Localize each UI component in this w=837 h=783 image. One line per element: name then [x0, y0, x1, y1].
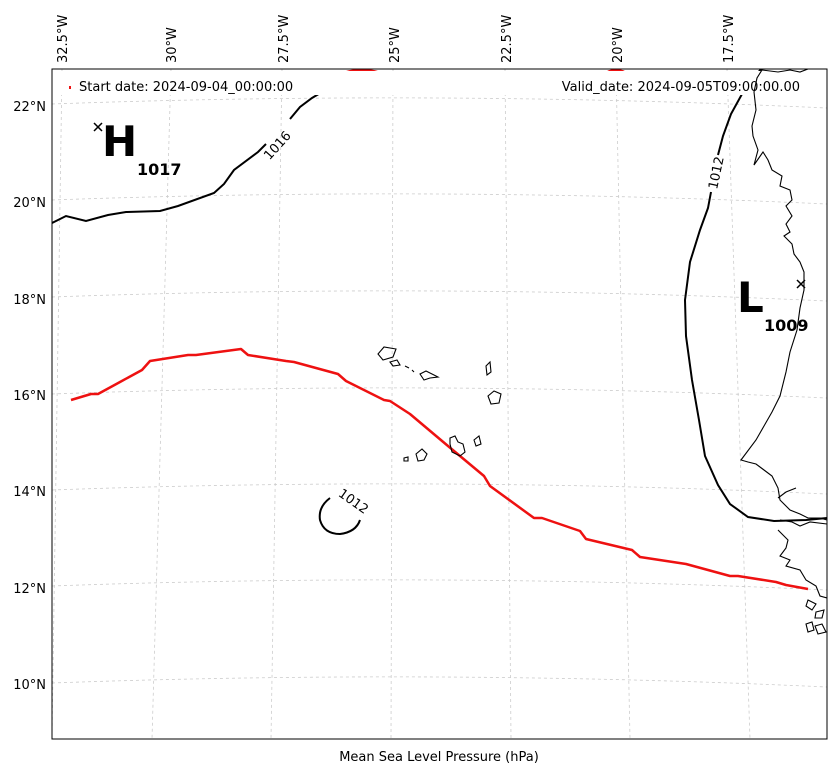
parallel-18: [52, 290, 827, 302]
island-santiago: [449, 435, 466, 457]
island-maio: [473, 435, 482, 447]
parallel-16: [52, 387, 827, 399]
island-brava: [403, 456, 409, 462]
lon-tick-label: 25°W: [388, 27, 403, 63]
lat-tick-label: 12°N: [13, 582, 46, 597]
lon-tick-label: 22.5°W: [500, 15, 515, 63]
parallel-22: [52, 97, 827, 109]
graticule: [52, 69, 827, 739]
lon-tick-labels: 32.5°W 30°W 27.5°W 25°W 22.5°W 20°W 17.5…: [56, 15, 737, 63]
isobar-1012-small: [318, 497, 361, 536]
lon-tick-label: 32.5°W: [56, 15, 71, 63]
meridian-20: [615, 69, 631, 739]
map-xlabel: Mean Sea Level Pressure (hPa): [339, 750, 539, 765]
island-sao-vicente: [389, 359, 401, 367]
meridian-25: [390, 69, 394, 739]
island-santa-luzia: [404, 365, 415, 373]
island-boa-vista: [487, 390, 502, 405]
lon-tick-label: 17.5°W: [722, 15, 737, 63]
island-fogo: [415, 448, 428, 462]
island-bissagos: [805, 599, 827, 635]
lat-tick-label: 10°N: [13, 678, 46, 693]
coastline-guinea: [777, 487, 827, 599]
island-sal: [485, 360, 492, 377]
coastline-west-africa: [740, 69, 827, 521]
lon-tick-label: 20°W: [611, 27, 626, 63]
high-center-marker: [93, 122, 103, 132]
low-pressure-center: L 1009: [737, 273, 809, 335]
storm-track: [70, 347, 809, 591]
lat-tick-label: 16°N: [13, 389, 46, 404]
map-plot-area: [52, 69, 827, 739]
legend-start-date: Start date: 2024-09-04_00:00:00: [79, 80, 293, 95]
high-value: 1017: [137, 160, 182, 179]
low-value: 1009: [764, 316, 809, 335]
island-santo-antao: [377, 346, 397, 361]
parallel-10: [52, 676, 827, 688]
parallel-20: [52, 193, 827, 205]
low-letter: L: [737, 273, 764, 322]
lat-tick-label: 22°N: [13, 100, 46, 115]
island-sao-nicolau: [419, 370, 440, 381]
contour-label-1012-east: 1012: [706, 155, 728, 190]
legend-box: [56, 71, 811, 95]
meridian-17-5: [726, 69, 751, 739]
legend-valid-date: Valid_date: 2024-09-05T09:00:00.00: [562, 80, 800, 95]
lat-tick-labels: 22°N 20°N 18°N 16°N 14°N 12°N 10°N: [13, 100, 46, 693]
lat-tick-label: 20°N: [13, 196, 46, 211]
meridian-32-5: [52, 69, 63, 739]
parallel-14: [52, 483, 827, 495]
meridian-22-5: [504, 69, 512, 739]
meridian-27-5: [270, 69, 283, 739]
high-letter: H: [102, 117, 137, 166]
coastlines: [377, 69, 827, 635]
map-frame: [51, 68, 828, 740]
meridian-30: [151, 69, 172, 739]
lon-tick-label: 30°W: [165, 27, 180, 63]
lat-tick-label: 14°N: [13, 485, 46, 500]
lat-tick-label: 18°N: [13, 293, 46, 308]
lon-tick-label: 27.5°W: [277, 15, 292, 63]
high-pressure-center: H 1017: [93, 117, 182, 179]
parallel-12: [52, 579, 827, 591]
